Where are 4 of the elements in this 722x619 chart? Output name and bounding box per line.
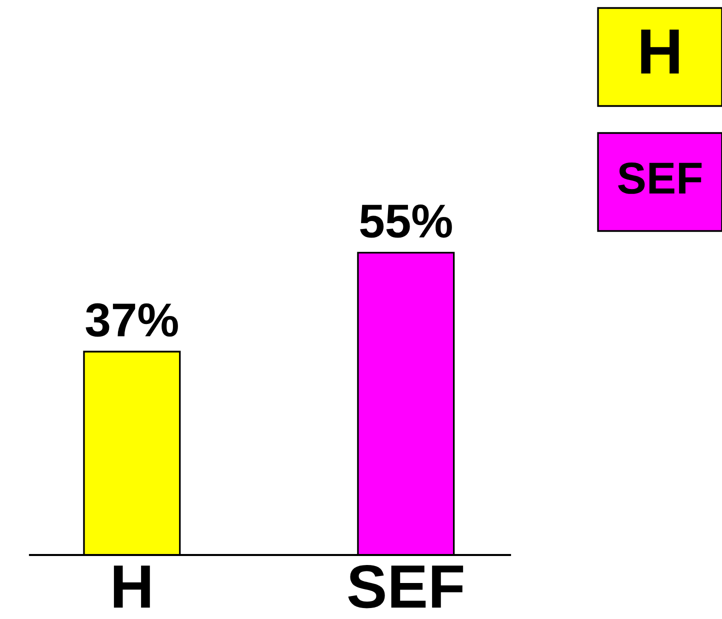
data-label: 37% [86, 303, 178, 337]
data-label: 55% [360, 204, 452, 238]
text: SEF [618, 162, 702, 194]
text: H [641, 30, 679, 74]
